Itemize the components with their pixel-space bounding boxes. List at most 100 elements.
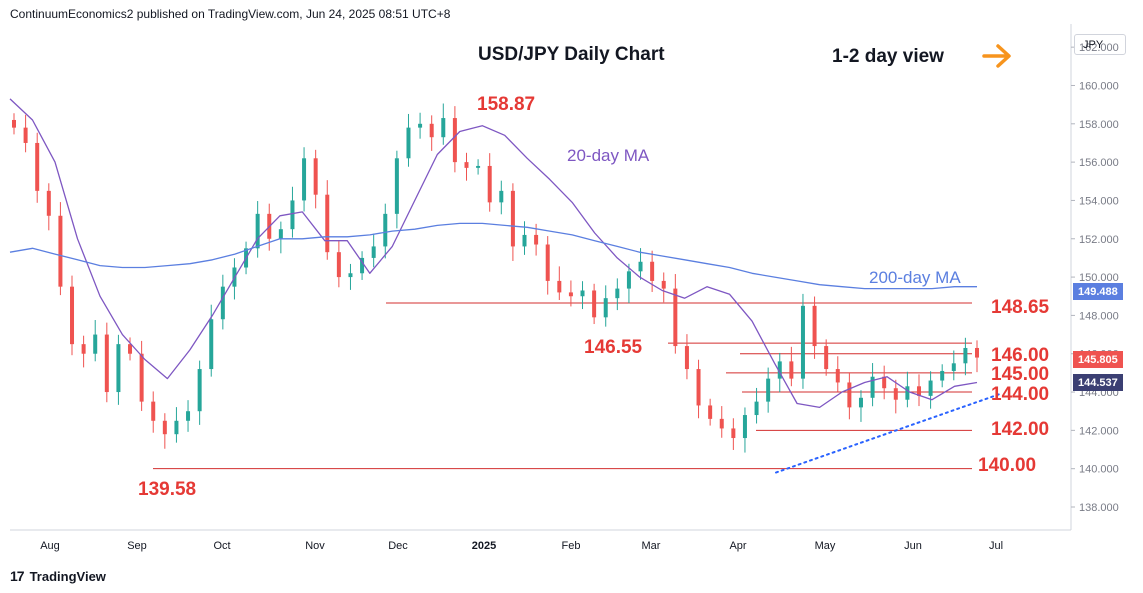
- candle-body: [870, 376, 875, 398]
- y-tick-label: 142.000: [1079, 425, 1119, 437]
- level-label-142.00: 142.00: [991, 419, 1049, 440]
- x-tick-label: Sep: [127, 540, 147, 552]
- candle-body: [151, 401, 156, 421]
- candle-body: [789, 361, 794, 379]
- candle-body: [220, 286, 225, 320]
- candle-body: [847, 382, 852, 408]
- candle-body: [302, 158, 307, 201]
- tradingview-mark-icon: 17: [10, 568, 25, 584]
- candle-body: [650, 261, 655, 281]
- candle-body: [406, 127, 411, 159]
- last-price-tag: 145.805: [1073, 351, 1123, 368]
- candle-body: [371, 246, 376, 258]
- candle-body: [534, 234, 539, 245]
- candle-body: [940, 370, 945, 381]
- candle-body: [882, 376, 887, 389]
- candle-body: [429, 123, 434, 138]
- candle-body: [383, 213, 388, 247]
- candle-body: [186, 411, 191, 421]
- tradingview-logo[interactable]: 17 TradingView: [10, 568, 106, 584]
- candle-body: [661, 280, 666, 289]
- x-tick-label: Jun: [904, 540, 922, 552]
- candle-body: [592, 290, 597, 318]
- candle-body: [638, 261, 643, 272]
- candle-body: [278, 229, 283, 239]
- candle-body: [568, 292, 573, 297]
- candle-body: [476, 165, 481, 168]
- candle-body: [580, 290, 585, 297]
- x-tick-label: Apr: [729, 540, 746, 552]
- right-arrow-icon: [982, 44, 1011, 68]
- candle-body: [615, 288, 620, 299]
- level-label-148.65: 148.65: [991, 297, 1050, 318]
- y-tick-label: 158.000: [1079, 119, 1119, 131]
- tradingview-brand: TradingView: [29, 568, 106, 584]
- candle-body: [812, 305, 817, 347]
- chart-title: USD/JPY Daily Chart: [478, 44, 665, 65]
- y-tick-label: 148.000: [1079, 310, 1119, 322]
- candle-body: [128, 344, 133, 354]
- candle-body: [696, 369, 701, 406]
- publisher-header: ContinuumEconomics2 published on Trading…: [10, 7, 451, 21]
- x-tick-label: Dec: [388, 540, 408, 552]
- candle-body: [58, 215, 63, 287]
- candle-body: [70, 286, 75, 345]
- x-tick-label: Nov: [305, 540, 325, 552]
- candle-body: [93, 334, 98, 354]
- x-tick-label: 2025: [472, 540, 496, 552]
- candle-body: [684, 346, 689, 370]
- x-tick-label: Oct: [213, 540, 230, 552]
- candle-body: [441, 118, 446, 138]
- candle-body: [46, 190, 51, 216]
- x-tick-label: Mar: [642, 540, 661, 552]
- y-tick-label: 140.000: [1079, 464, 1119, 476]
- candle-body: [928, 380, 933, 396]
- ma20-price-tag: 144.537: [1073, 374, 1123, 391]
- candle-body: [858, 397, 863, 408]
- candle-body: [893, 388, 898, 400]
- candle-body: [487, 165, 492, 203]
- level-label-158.87: 158.87: [477, 94, 535, 115]
- candle-body: [510, 190, 515, 247]
- level-label-146.55: 146.55: [584, 337, 643, 358]
- rising-trendline: [775, 392, 1001, 474]
- candle-body: [835, 369, 840, 383]
- candle-body: [162, 420, 167, 435]
- candle-body: [522, 234, 527, 247]
- candle-body: [975, 347, 979, 358]
- y-tick-label: 162.000: [1079, 42, 1119, 54]
- candle-body: [731, 428, 736, 439]
- candle-body: [673, 288, 678, 347]
- candle-body: [905, 386, 910, 400]
- candle-body: [290, 200, 295, 230]
- candle-body: [708, 405, 713, 419]
- view-label: 1-2 day view: [832, 46, 944, 67]
- candle-body: [603, 298, 608, 318]
- candle-body: [336, 252, 341, 278]
- candle-body: [12, 119, 16, 128]
- candle-body: [81, 344, 86, 354]
- level-label-145.00: 145.00: [991, 364, 1049, 385]
- candle-body: [499, 190, 504, 203]
- candle-body: [255, 213, 260, 249]
- candle-body: [916, 386, 921, 396]
- candle-body: [139, 353, 144, 402]
- y-tick-label: 160.000: [1079, 80, 1119, 92]
- candle-body: [951, 363, 956, 371]
- candle-body: [545, 244, 550, 281]
- candle-body: [777, 361, 782, 379]
- level-label-146.00: 146.00: [991, 345, 1049, 366]
- candle-body: [360, 257, 365, 274]
- level-label-139.58: 139.58: [138, 479, 196, 500]
- ma20-annotation: 20-day MA: [567, 146, 650, 165]
- candle-body: [626, 271, 631, 289]
- y-tick-label: 152.000: [1079, 234, 1119, 246]
- x-tick-label: Aug: [40, 540, 60, 552]
- x-tick-label: Jul: [989, 540, 1003, 552]
- currency-selector[interactable]: JPY: [1074, 34, 1126, 55]
- y-tick-label: 138.000: [1079, 502, 1119, 514]
- candle-body: [313, 158, 318, 195]
- candle-body: [557, 280, 562, 293]
- candle-body: [742, 415, 747, 439]
